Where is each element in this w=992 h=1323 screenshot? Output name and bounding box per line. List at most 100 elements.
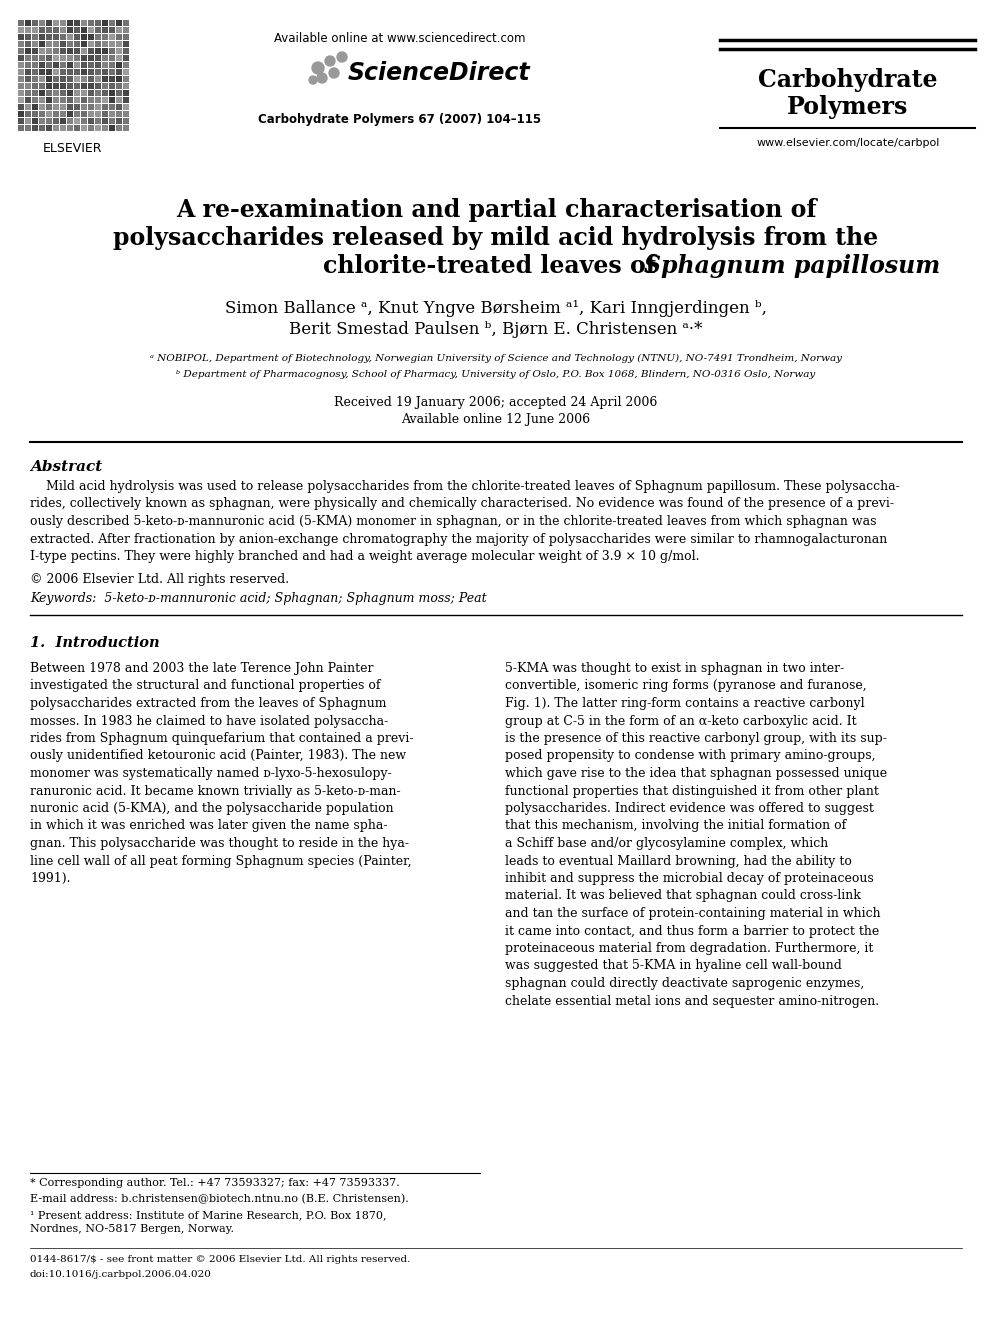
- Bar: [39, 83, 45, 89]
- Bar: [116, 118, 122, 124]
- Bar: [81, 41, 87, 48]
- Bar: [81, 62, 87, 67]
- Bar: [18, 97, 24, 103]
- Bar: [67, 75, 73, 82]
- Bar: [109, 20, 115, 26]
- Bar: [32, 97, 38, 103]
- Bar: [109, 48, 115, 54]
- Text: * Corresponding author. Tel.: +47 73593327; fax: +47 73593337.: * Corresponding author. Tel.: +47 735933…: [30, 1177, 400, 1188]
- Bar: [116, 90, 122, 97]
- Bar: [123, 105, 129, 110]
- Bar: [109, 83, 115, 89]
- Bar: [74, 75, 80, 82]
- Bar: [32, 69, 38, 75]
- Bar: [32, 62, 38, 67]
- Bar: [88, 41, 94, 48]
- Bar: [95, 105, 101, 110]
- Bar: [74, 97, 80, 103]
- Bar: [39, 97, 45, 103]
- Bar: [116, 41, 122, 48]
- Bar: [46, 90, 52, 97]
- Bar: [60, 83, 66, 89]
- Bar: [81, 124, 87, 131]
- Bar: [102, 124, 108, 131]
- Bar: [74, 34, 80, 40]
- Bar: [32, 20, 38, 26]
- Bar: [18, 34, 24, 40]
- Bar: [81, 105, 87, 110]
- Bar: [18, 83, 24, 89]
- Bar: [18, 20, 24, 26]
- Bar: [74, 41, 80, 48]
- Bar: [95, 34, 101, 40]
- Bar: [53, 111, 59, 116]
- Bar: [25, 111, 31, 116]
- Text: ᵃ NOBIPOL, Department of Biotechnology, Norwegian University of Science and Tech: ᵃ NOBIPOL, Department of Biotechnology, …: [150, 355, 842, 363]
- Bar: [60, 48, 66, 54]
- Bar: [25, 75, 31, 82]
- Text: polysaccharides released by mild acid hydrolysis from the: polysaccharides released by mild acid hy…: [113, 226, 879, 250]
- Bar: [123, 118, 129, 124]
- Bar: [109, 62, 115, 67]
- Bar: [74, 69, 80, 75]
- Bar: [109, 41, 115, 48]
- Bar: [60, 34, 66, 40]
- Circle shape: [312, 62, 324, 74]
- Text: Available online 12 June 2006: Available online 12 June 2006: [402, 413, 590, 426]
- Bar: [123, 69, 129, 75]
- Bar: [67, 56, 73, 61]
- Bar: [123, 124, 129, 131]
- Text: www.elsevier.com/locate/carbpol: www.elsevier.com/locate/carbpol: [756, 138, 939, 148]
- Bar: [74, 111, 80, 116]
- Bar: [18, 48, 24, 54]
- Text: 1.  Introduction: 1. Introduction: [30, 636, 160, 650]
- Bar: [95, 83, 101, 89]
- Bar: [67, 111, 73, 116]
- Bar: [81, 90, 87, 97]
- Text: © 2006 Elsevier Ltd. All rights reserved.: © 2006 Elsevier Ltd. All rights reserved…: [30, 573, 289, 586]
- Bar: [25, 90, 31, 97]
- Bar: [53, 20, 59, 26]
- Bar: [95, 20, 101, 26]
- Bar: [60, 105, 66, 110]
- Bar: [123, 97, 129, 103]
- Bar: [123, 75, 129, 82]
- Bar: [53, 48, 59, 54]
- Bar: [67, 48, 73, 54]
- Text: Keywords:  5-keto-ᴅ-mannuronic acid; Sphagnan; Sphagnum moss; Peat: Keywords: 5-keto-ᴅ-mannuronic acid; Spha…: [30, 591, 487, 605]
- Bar: [116, 48, 122, 54]
- Bar: [74, 48, 80, 54]
- Text: 0144-8617/$ - see front matter © 2006 Elsevier Ltd. All rights reserved.: 0144-8617/$ - see front matter © 2006 El…: [30, 1256, 411, 1263]
- Bar: [109, 26, 115, 33]
- Bar: [116, 83, 122, 89]
- Bar: [74, 105, 80, 110]
- Bar: [32, 90, 38, 97]
- Bar: [88, 56, 94, 61]
- Bar: [18, 62, 24, 67]
- Bar: [81, 83, 87, 89]
- Bar: [53, 105, 59, 110]
- Bar: [67, 90, 73, 97]
- Bar: [32, 111, 38, 116]
- Circle shape: [309, 75, 317, 83]
- Bar: [116, 111, 122, 116]
- Bar: [67, 83, 73, 89]
- Text: doi:10.1016/j.carbpol.2006.04.020: doi:10.1016/j.carbpol.2006.04.020: [30, 1270, 212, 1279]
- Text: Sphagnum papillosum: Sphagnum papillosum: [644, 254, 940, 278]
- Bar: [88, 83, 94, 89]
- Bar: [109, 118, 115, 124]
- Text: Carbohydrate Polymers 67 (2007) 104–115: Carbohydrate Polymers 67 (2007) 104–115: [259, 112, 542, 126]
- Bar: [81, 118, 87, 124]
- Bar: [95, 26, 101, 33]
- Bar: [32, 56, 38, 61]
- Bar: [67, 34, 73, 40]
- Bar: [123, 62, 129, 67]
- Text: Nordnes, NO-5817 Bergen, Norway.: Nordnes, NO-5817 Bergen, Norway.: [30, 1224, 234, 1234]
- Bar: [67, 62, 73, 67]
- Bar: [46, 105, 52, 110]
- Bar: [46, 124, 52, 131]
- Bar: [123, 26, 129, 33]
- Bar: [53, 83, 59, 89]
- Circle shape: [317, 73, 327, 83]
- Bar: [109, 75, 115, 82]
